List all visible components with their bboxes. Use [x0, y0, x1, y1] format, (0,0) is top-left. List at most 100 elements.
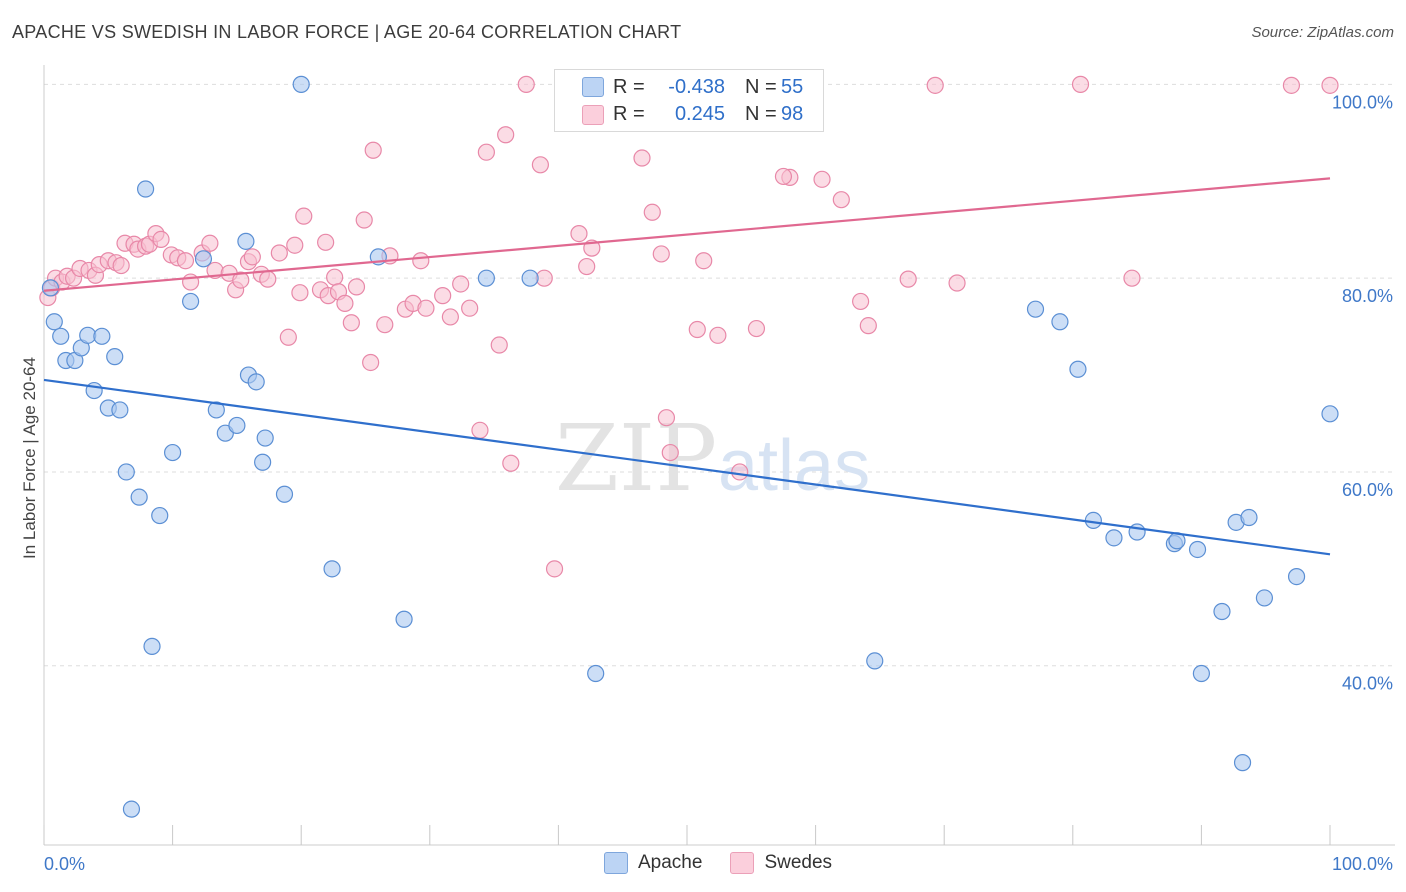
apache-point — [247, 373, 265, 391]
n-label: N = — [745, 75, 777, 98]
swedes-swatch — [582, 105, 604, 125]
swedes-point — [661, 443, 679, 462]
apache-point — [323, 560, 341, 578]
apache-point — [45, 313, 63, 331]
legend-item-apache[interactable]: Apache — [604, 852, 702, 874]
swedes-point — [412, 252, 430, 270]
swedes-point — [652, 245, 670, 263]
apache-point — [237, 232, 255, 250]
swedes-point — [497, 126, 515, 144]
y-tick-label: 40.0% — [1342, 674, 1393, 694]
r-label: R = — [613, 75, 645, 98]
apache-point — [254, 453, 272, 471]
swedes-point — [502, 454, 520, 472]
swedes-point — [376, 316, 394, 334]
swedes-point — [1123, 269, 1141, 287]
apache-point — [1105, 529, 1123, 547]
swedes-point — [279, 328, 297, 346]
apache-swatch — [582, 77, 604, 97]
stats-legend: R = -0.438 N = 55 R = 0.245 N = 98 — [554, 69, 824, 132]
apache-point — [93, 327, 111, 345]
r-label: R = — [613, 102, 645, 125]
swedes-point — [531, 156, 549, 174]
swedes-point — [517, 75, 535, 93]
swedes-point — [477, 143, 495, 161]
swedes-point — [1321, 76, 1339, 94]
swedes-point — [545, 560, 564, 578]
apache-point — [1051, 313, 1069, 331]
swedes-point — [688, 320, 706, 339]
apache-point — [256, 429, 274, 447]
apache-point — [395, 610, 413, 628]
swedes-point — [1071, 75, 1090, 93]
apache-point — [194, 250, 213, 268]
apache-point — [521, 269, 539, 287]
swedes-point — [747, 319, 766, 338]
swedes-point — [336, 294, 354, 312]
swedes-point — [471, 421, 489, 439]
swedes-point — [578, 257, 596, 276]
swedes-point — [286, 236, 304, 254]
swedes-label: Swedes — [764, 852, 833, 873]
swedes-point — [948, 274, 966, 292]
apache-point — [164, 443, 182, 462]
axes: 100.0% 80.0% 60.0% 40.0% 0.0% 100.0% — [43, 65, 1395, 874]
swedes-point — [152, 230, 170, 249]
legend-row-swedes: R = 0.245 N = 98 — [613, 102, 803, 126]
swedes-points — [39, 75, 1339, 578]
swedes-point — [899, 270, 917, 288]
apache-point — [1192, 664, 1211, 683]
apache-point — [79, 326, 97, 344]
legend-item-swedes[interactable]: Swedes — [730, 852, 832, 874]
apache-point — [228, 416, 246, 435]
apache-point — [1255, 589, 1274, 607]
swedes-point — [326, 268, 344, 286]
swedes-point — [633, 149, 651, 167]
apache-point — [52, 327, 70, 345]
apache-point — [1321, 405, 1339, 423]
swedes-point — [452, 275, 470, 293]
swedes-point — [364, 141, 382, 159]
n-value: 98 — [781, 102, 804, 125]
apache-points — [41, 75, 1339, 818]
swedes-point — [832, 191, 850, 209]
apache-point — [1026, 300, 1045, 318]
apache-point — [587, 664, 605, 683]
apache-point — [1240, 508, 1258, 527]
apache-point — [106, 348, 124, 366]
swedes-point — [709, 326, 727, 344]
y-tick-label: 80.0% — [1342, 286, 1393, 306]
apache-swatch — [604, 852, 628, 874]
apache-point — [1213, 602, 1231, 621]
trend-lines — [43, 177, 1331, 556]
swedes-point — [643, 203, 661, 221]
r-value: 0.245 — [674, 102, 725, 125]
swedes-point — [259, 270, 277, 288]
apache-point — [1069, 360, 1087, 378]
swedes-point — [243, 248, 261, 266]
n-value: 55 — [781, 75, 804, 98]
swedes-swatch — [730, 852, 755, 874]
r-value: -0.438 — [668, 75, 725, 98]
apache-point — [207, 401, 225, 419]
n-label: N = — [745, 102, 777, 125]
y-tick-label: 60.0% — [1342, 480, 1393, 500]
apache-point — [122, 800, 141, 818]
apache-point — [143, 637, 161, 655]
swedes-point — [232, 271, 250, 289]
watermark-zip: ZIP — [555, 405, 717, 512]
apache-point — [151, 506, 169, 525]
swedes-point — [695, 252, 713, 270]
swedes-point — [355, 211, 373, 229]
apache-point — [41, 279, 60, 297]
swedes-point — [342, 314, 360, 332]
swedes-point — [112, 256, 130, 275]
apache-point — [117, 463, 135, 481]
chart-title: APACHE VS SWEDISH IN LABOR FORCE | AGE 2… — [12, 22, 682, 42]
swedes-point — [417, 299, 435, 317]
swedes-point — [859, 317, 877, 335]
swedes-point — [926, 76, 944, 94]
apache-point — [130, 488, 148, 506]
apache-label: Apache — [638, 852, 703, 873]
swedes-point — [201, 234, 219, 252]
